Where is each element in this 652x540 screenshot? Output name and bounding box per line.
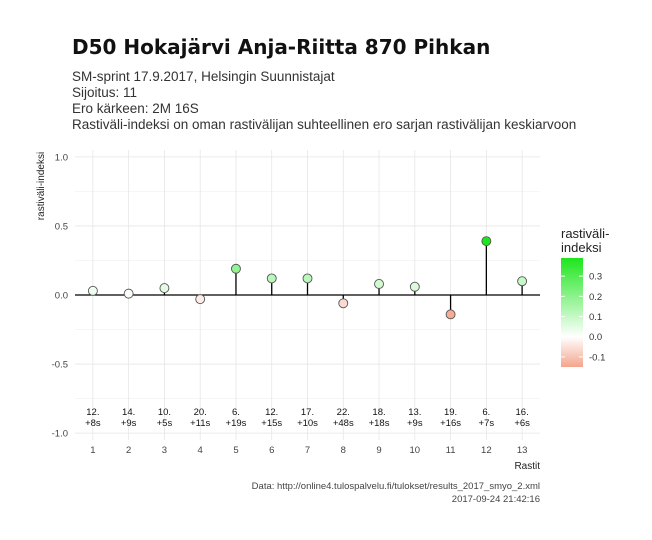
rank-labels: 12.+8s14.+9s10.+5s20.+11s6.+19s12.+15s17… — [85, 407, 530, 429]
legend-tick-label: 0.2 — [589, 292, 602, 303]
subtitle-line-1: SM-sprint 17.9.2017, Helsingin Suunnista… — [72, 69, 335, 84]
time-diff-label: +5s — [157, 418, 173, 429]
x-tick-label: 1 — [90, 445, 95, 456]
rank-label: 20. — [194, 407, 207, 418]
rank-label: 14. — [122, 407, 135, 418]
data-point — [338, 298, 349, 309]
legend-tick-label: 0.0 — [589, 332, 602, 343]
y-tick-label: 1.0 — [55, 152, 68, 163]
time-diff-label: +18s — [369, 418, 390, 429]
time-diff-label: +16s — [440, 418, 461, 429]
legend-title-line-2: indeksi — [561, 240, 602, 255]
y-tick-label: 0.5 — [55, 221, 68, 232]
chart-title: D50 Hokajärvi Anja-Riitta 870 Pihkan — [72, 35, 490, 59]
y-axis-ticks: 1.0 0.5 0.0 -0.5 -1.0 — [52, 152, 68, 439]
data-point — [517, 276, 528, 287]
rank-label: 19. — [444, 407, 457, 418]
x-tick-label: 5 — [233, 445, 238, 456]
legend-ticks: 0.3 0.2 0.1 0.0 -0.1 — [561, 272, 605, 363]
rank-label: 6. — [232, 407, 240, 418]
x-tick-label: 8 — [341, 445, 346, 456]
x-tick-label: 13 — [517, 445, 528, 456]
x-tick-label: 7 — [305, 445, 310, 456]
legend-tick-label: 0.3 — [589, 272, 602, 283]
data-points — [87, 236, 528, 320]
time-diff-label: +11s — [190, 418, 210, 429]
rank-label: 18. — [372, 407, 385, 418]
x-tick-label: 2 — [126, 445, 131, 456]
time-diff-label: +9s — [407, 418, 423, 429]
rank-label: 16. — [516, 407, 529, 418]
subtitle-line-2: Sijoitus: 11 — [72, 85, 137, 100]
rank-label: 22. — [337, 407, 350, 418]
data-point — [374, 279, 384, 289]
data-point — [409, 281, 420, 292]
rank-label: 10. — [158, 407, 171, 418]
timestamp-caption: 2017-09-24 21:42:16 — [452, 494, 540, 505]
x-tick-label: 12 — [481, 445, 492, 456]
time-diff-label: +6s — [514, 418, 530, 429]
y-tick-label: -0.5 — [52, 360, 68, 371]
legend-tick-label: 0.1 — [589, 312, 602, 323]
data-point — [195, 294, 206, 305]
x-tick-label: 11 — [446, 445, 456, 456]
rank-label: 17. — [301, 407, 314, 418]
data-point — [87, 285, 98, 296]
x-tick-label: 9 — [376, 445, 381, 456]
subtitle-line-4: Rastiväli-indeksi on oman rastivälijan s… — [72, 117, 576, 132]
time-diff-label: +8s — [85, 418, 101, 429]
color-legend: rastiväli- indeksi 0.3 0.2 0.1 0.0 -0.1 — [561, 226, 609, 367]
data-point — [266, 273, 277, 284]
rank-label: 13. — [408, 407, 421, 418]
x-axis-title: Rastit — [514, 461, 540, 472]
time-diff-label: +15s — [261, 418, 282, 429]
time-diff-label: +48s — [333, 418, 354, 429]
rank-label: 6. — [482, 407, 490, 418]
time-diff-label: +10s — [297, 418, 318, 429]
rank-label: 12. — [86, 407, 99, 418]
data-point — [302, 273, 313, 284]
x-tick-label: 4 — [198, 445, 203, 456]
data-point — [445, 309, 456, 320]
time-diff-label: +9s — [121, 418, 137, 429]
y-tick-label: 0.0 — [55, 291, 68, 302]
legend-tick-label: -0.1 — [589, 352, 605, 363]
y-tick-label: -1.0 — [52, 429, 68, 440]
x-tick-label: 10 — [410, 445, 421, 456]
data-point — [231, 263, 241, 274]
data-point — [159, 283, 170, 294]
x-tick-label: 3 — [162, 445, 167, 456]
time-diff-label: +19s — [226, 418, 247, 429]
x-tick-label: 6 — [269, 445, 274, 456]
y-axis-title: rastiväli-indeksi — [36, 152, 47, 220]
subtitle-line-3: Ero kärkeen: 2M 16S — [72, 101, 199, 116]
x-axis-ticks: 1 2 3 4 5 6 7 8 9 10 11 12 13 — [90, 445, 527, 456]
legend-colorbar — [561, 258, 583, 367]
data-point — [123, 288, 134, 299]
rank-label: 12. — [265, 407, 278, 418]
time-diff-label: +7s — [479, 418, 495, 429]
data-point — [481, 236, 492, 247]
data-source-caption: Data: http://online4.tulospalvelu.fi/tul… — [252, 481, 540, 492]
legend-title-line-1: rastiväli- — [561, 226, 609, 241]
